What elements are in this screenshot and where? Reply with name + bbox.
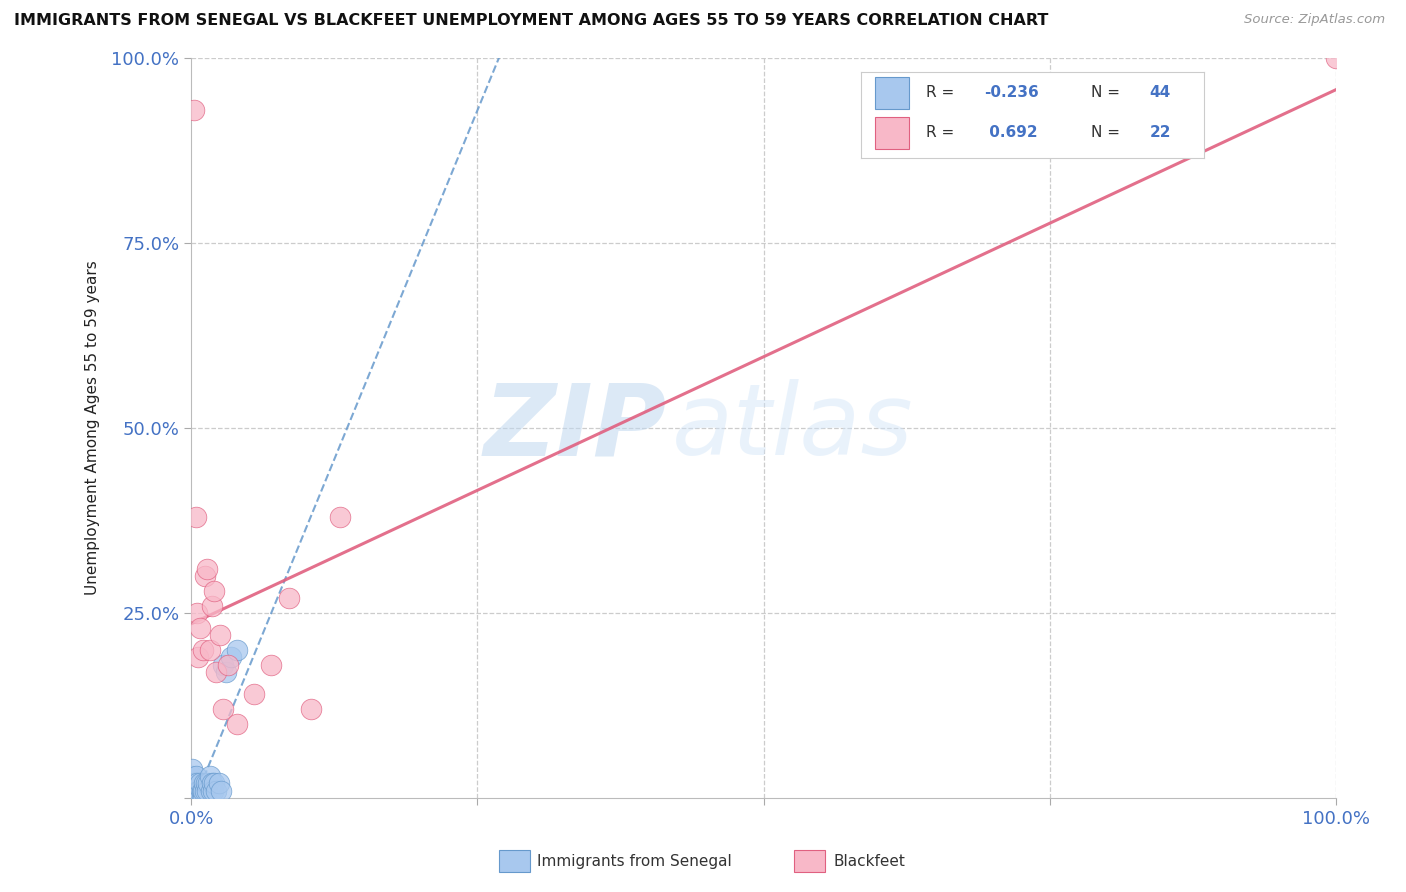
Text: IMMIGRANTS FROM SENEGAL VS BLACKFEET UNEMPLOYMENT AMONG AGES 55 TO 59 YEARS CORR: IMMIGRANTS FROM SENEGAL VS BLACKFEET UNE… — [14, 13, 1049, 29]
Point — [243, 688, 266, 702]
Point — [183, 783, 205, 797]
Point — [186, 783, 208, 797]
Y-axis label: Unemployment Among Ages 55 to 59 years: Unemployment Among Ages 55 to 59 years — [86, 260, 100, 595]
Point — [186, 791, 208, 805]
Point — [193, 776, 215, 790]
Point — [299, 702, 322, 716]
Point — [200, 783, 222, 797]
Point — [183, 791, 205, 805]
Point — [186, 606, 208, 620]
Point — [191, 643, 214, 657]
Point — [217, 657, 239, 672]
Point — [190, 783, 212, 797]
Point — [181, 791, 204, 805]
Point — [194, 783, 217, 797]
Point — [214, 665, 236, 680]
Point — [187, 791, 209, 805]
Point — [187, 650, 209, 665]
Point — [183, 791, 205, 805]
Point — [184, 783, 207, 797]
Point — [181, 762, 204, 776]
Point — [190, 776, 212, 790]
Point — [198, 769, 221, 783]
Point — [195, 783, 218, 797]
Point — [226, 643, 249, 657]
Point — [202, 776, 225, 790]
Point — [194, 569, 217, 583]
Point — [187, 783, 209, 797]
Point — [1324, 51, 1347, 65]
Point — [197, 776, 219, 790]
Text: Source: ZipAtlas.com: Source: ZipAtlas.com — [1244, 13, 1385, 27]
Point — [188, 791, 211, 805]
Point — [188, 783, 211, 797]
Point — [208, 776, 231, 790]
Point — [219, 650, 242, 665]
Point — [260, 657, 283, 672]
Text: atlas: atlas — [672, 379, 914, 476]
Point — [181, 769, 204, 783]
Point — [201, 599, 224, 613]
Text: Immigrants from Senegal: Immigrants from Senegal — [537, 855, 733, 869]
Point — [202, 583, 225, 598]
Point — [205, 783, 228, 797]
Point — [181, 776, 204, 790]
Point — [183, 776, 205, 790]
Point — [277, 591, 299, 606]
Text: ZIP: ZIP — [484, 379, 666, 476]
Point — [191, 791, 214, 805]
Point — [183, 103, 205, 117]
Point — [198, 643, 221, 657]
Point — [201, 783, 224, 797]
Point — [183, 776, 205, 790]
Point — [181, 783, 204, 797]
Point — [212, 657, 235, 672]
Point — [226, 717, 249, 731]
Point — [329, 509, 352, 524]
Point — [190, 621, 212, 635]
Point — [186, 776, 208, 790]
Point — [195, 561, 218, 575]
Point — [209, 783, 232, 797]
Point — [201, 776, 224, 790]
Point — [184, 509, 207, 524]
Text: Blackfeet: Blackfeet — [834, 855, 905, 869]
Point — [184, 769, 207, 783]
Point — [190, 791, 212, 805]
Point — [191, 783, 214, 797]
Point — [208, 628, 231, 642]
Point — [184, 791, 207, 805]
Point — [212, 702, 235, 716]
Point — [205, 665, 228, 680]
Point — [195, 776, 218, 790]
Point — [183, 783, 205, 797]
Point — [190, 791, 212, 805]
